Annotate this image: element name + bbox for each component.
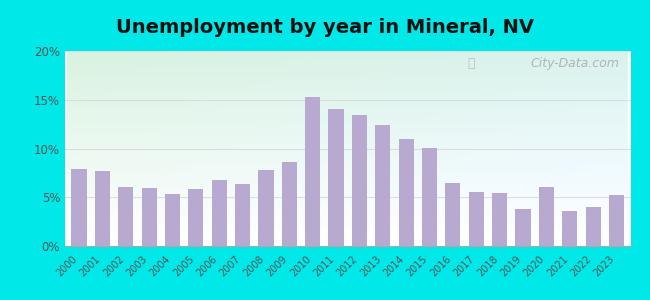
Bar bbox=[469, 192, 484, 246]
Bar bbox=[305, 97, 320, 246]
Bar bbox=[539, 187, 554, 246]
Bar bbox=[398, 139, 414, 246]
Bar bbox=[188, 190, 203, 246]
Bar bbox=[281, 162, 297, 246]
Bar bbox=[352, 115, 367, 246]
Bar bbox=[492, 193, 507, 246]
Text: City-Data.com: City-Data.com bbox=[530, 57, 619, 70]
Text: ⦿: ⦿ bbox=[467, 57, 475, 70]
Bar bbox=[165, 194, 180, 246]
Text: Unemployment by year in Mineral, NV: Unemployment by year in Mineral, NV bbox=[116, 18, 534, 37]
Bar bbox=[142, 188, 157, 246]
Bar bbox=[515, 209, 530, 246]
Bar bbox=[118, 187, 133, 246]
Bar bbox=[445, 183, 460, 246]
Bar bbox=[258, 170, 274, 246]
Bar bbox=[212, 180, 227, 246]
Bar bbox=[422, 148, 437, 246]
Bar bbox=[586, 207, 601, 246]
Bar bbox=[72, 169, 86, 246]
Bar bbox=[562, 211, 577, 246]
Bar bbox=[95, 171, 110, 246]
Bar bbox=[375, 125, 391, 246]
Bar bbox=[609, 195, 624, 246]
Bar bbox=[235, 184, 250, 246]
Bar bbox=[328, 110, 344, 246]
